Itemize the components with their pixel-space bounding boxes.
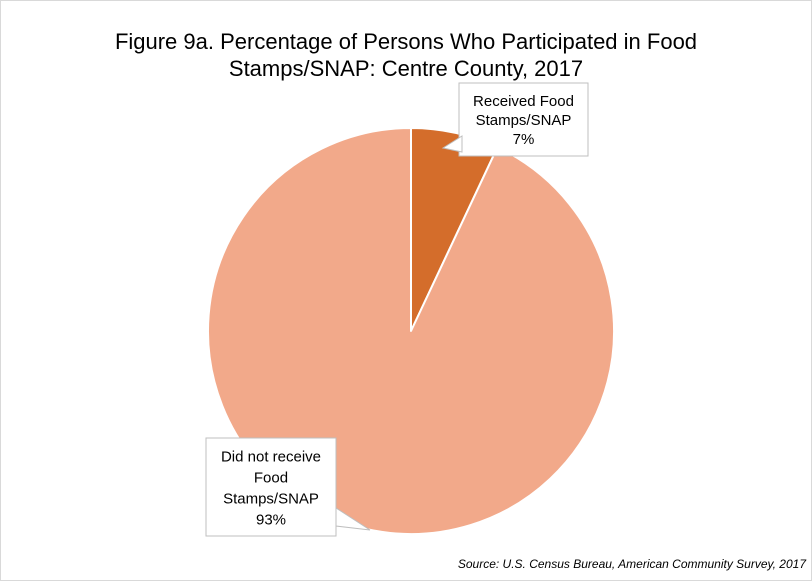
data-label-box (458, 82, 589, 157)
data-label-text: Food (254, 469, 288, 486)
data-label-2: Did not receive Food Stamps/SNAP 93% (205, 437, 371, 537)
data-label-pointer (441, 135, 463, 153)
chart-title-line-1: Figure 9a. Percentage of Persons Who Par… (114, 29, 698, 54)
chart-title: Figure 9a. Percentage of Persons Who Par… (0, 28, 812, 82)
source-note: Source: U.S. Census Bureau, American Com… (457, 557, 806, 571)
data-label-pointer (335, 507, 371, 531)
data-label-text: 93% (256, 511, 286, 528)
data-label-1: Received Food Stamps/SNAP 7% (441, 82, 589, 157)
chart-title-line-2: Stamps/SNAP: Centre County, 2017 (228, 56, 584, 81)
data-label-text: Did not receive (221, 448, 321, 465)
data-label-text: 7% (513, 131, 535, 148)
data-label-text: Stamps/SNAP (223, 490, 319, 507)
data-label-text: Received Food (473, 93, 574, 110)
data-label-text: Stamps/SNAP (476, 112, 572, 129)
data-label-box (205, 437, 337, 537)
